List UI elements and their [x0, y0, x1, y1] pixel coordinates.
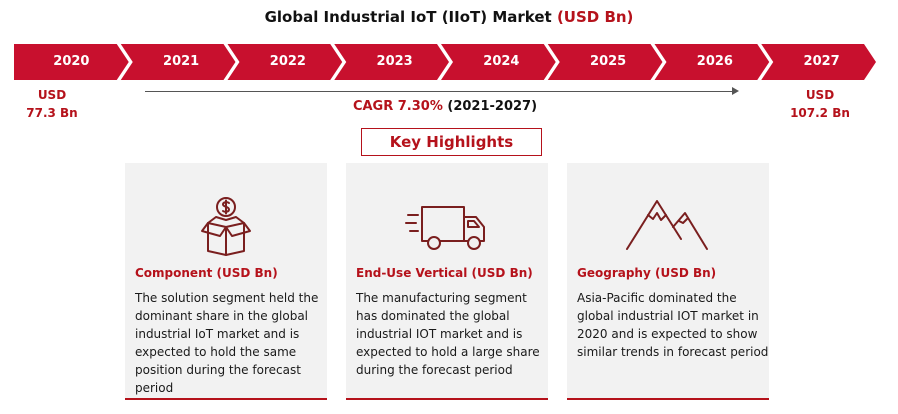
- timeline-chevron-2024: [441, 44, 556, 80]
- cagr-arrow-line: [145, 91, 737, 92]
- timeline-chevron-2020: [14, 44, 129, 80]
- timeline-year-2021: 2021: [163, 54, 200, 69]
- start-value-label: USD 77.3 Bn: [14, 86, 90, 122]
- end-value-label: USD 107.2 Bn: [780, 86, 860, 122]
- arrow-right-icon: [732, 87, 739, 95]
- start-value-amount: 77.3 Bn: [26, 106, 78, 120]
- card-title: End-Use Vertical (USD Bn): [356, 266, 533, 280]
- timeline-chevron-2022: [227, 44, 343, 80]
- end-value-amount: 107.2 Bn: [790, 106, 850, 120]
- card-title: Geography (USD Bn): [577, 266, 717, 280]
- mountain-icon: [567, 193, 769, 257]
- timeline-chevron-2026: [654, 44, 770, 80]
- delivery-truck-icon: [346, 193, 548, 257]
- card-title: Component (USD Bn): [135, 266, 278, 280]
- timeline-year-2024: 2024: [483, 54, 520, 69]
- timeline-chevron-2027: [761, 44, 876, 80]
- timeline-chevron-2023: [334, 44, 449, 80]
- cagr-value: CAGR 7.30%: [352, 99, 443, 114]
- timeline-chevron-2021: [120, 44, 236, 80]
- cagr-period: (2021-2027): [447, 99, 538, 114]
- card-description: Asia-Pacific dominated the global indust…: [577, 291, 769, 359]
- timeline-year-2022: 2022: [269, 54, 306, 69]
- timeline-year-2020: 2020: [53, 54, 90, 69]
- title-main: Global Industrial IoT (IIoT) Market: [264, 8, 552, 26]
- highlight-card-geography: Geography (USD Bn) Asia-Pacific dominate…: [567, 163, 769, 400]
- money-box-icon: [125, 193, 327, 257]
- key-highlights-heading: Key Highlights: [361, 128, 542, 156]
- timeline-chevrons: [14, 44, 876, 80]
- highlight-card-component: Component (USD Bn) The solution segment …: [125, 163, 327, 400]
- page-title: Global Industrial IoT (IIoT) Market (USD…: [0, 8, 898, 26]
- card-description: The manufacturing segment has dominated …: [356, 291, 540, 377]
- end-value-unit: USD: [805, 88, 835, 102]
- title-unit: (USD Bn): [556, 8, 634, 26]
- timeline-year-2025: 2025: [590, 54, 627, 69]
- timeline-year-2026: 2026: [696, 54, 733, 69]
- cagr-label: CAGR 7.30% (2021-2027): [145, 99, 745, 114]
- timeline-arrows: 2020 2021 2022 2023 2024 2025 2026 2027: [14, 44, 880, 80]
- timeline-chevron-2025: [547, 44, 663, 80]
- card-description: The solution segment held the dominant s…: [135, 291, 319, 395]
- timeline-year-2023: 2023: [376, 54, 413, 69]
- start-value-unit: USD: [37, 88, 67, 102]
- timeline-year-2027: 2027: [803, 54, 840, 69]
- highlight-card-end-use: End-Use Vertical (USD Bn) The manufactur…: [346, 163, 548, 400]
